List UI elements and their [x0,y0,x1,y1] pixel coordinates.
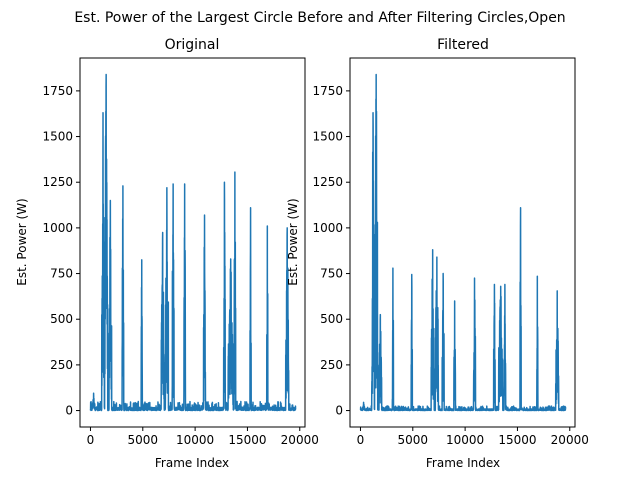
subplot-filtered: Filtered 0 5000 10000 15000 20000 0 250 500 750… [286,37,589,470]
y-tick-label: 1750 [312,84,343,98]
y-tick-label: 1000 [312,221,343,235]
axes-frame [79,57,306,428]
subplot-title: Filtered [437,37,489,53]
y-tick-label: 1750 [42,84,73,98]
plot-area [359,73,567,412]
axes-frame [349,57,576,428]
y-tick-label: 1250 [312,175,343,189]
figure-suptitle: Est. Power of the Largest Circle Before … [74,10,565,26]
y-axis-label: Est. Power (W) [286,198,300,286]
series-line [359,73,567,412]
plot-area [89,73,297,412]
y-tick-label: 750 [320,267,343,281]
x-tick-label: 15000 [498,433,536,447]
series-line [89,73,297,412]
x-tick-label: 0 [87,433,95,447]
y-tick-label: 1000 [42,221,73,235]
y-tick-label: 1250 [42,175,73,189]
x-tick-label: 20000 [551,433,589,447]
x-tick-label: 20000 [281,433,319,447]
x-ticks: 0 5000 10000 15000 20000 [357,427,589,447]
x-axis-label: Frame Index [426,456,500,470]
x-axis-label: Frame Index [155,456,229,470]
y-axis-label: Est. Power (W) [15,198,29,286]
y-tick-label: 0 [65,404,73,418]
x-ticks: 0 5000 10000 15000 20000 [87,427,319,447]
y-tick-label: 250 [50,358,73,372]
x-tick-label: 15000 [228,433,266,447]
subplot-title: Original [165,37,220,53]
x-tick-label: 10000 [176,433,214,447]
y-ticks: 0 250 500 750 1000 1250 1500 1750 [42,84,80,418]
y-tick-label: 1500 [312,130,343,144]
y-tick-label: 500 [50,312,73,326]
x-tick-label: 0 [357,433,365,447]
x-tick-label: 10000 [446,433,484,447]
subplot-original: Original 0 5000 10000 15000 20000 0 250 500 750… [15,37,319,470]
x-tick-label: 5000 [398,433,429,447]
y-tick-label: 0 [335,404,343,418]
y-tick-label: 750 [50,267,73,281]
y-tick-label: 500 [320,312,343,326]
y-ticks: 0 250 500 750 1000 1250 1500 1750 [312,84,350,418]
y-tick-label: 250 [320,358,343,372]
x-tick-label: 5000 [128,433,159,447]
y-tick-label: 1500 [42,130,73,144]
